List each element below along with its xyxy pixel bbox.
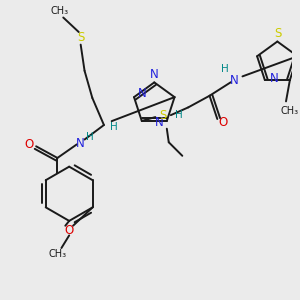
Text: N: N [230, 74, 238, 87]
Text: H: H [110, 122, 118, 132]
Text: H: H [86, 132, 94, 142]
Text: CH₃: CH₃ [281, 106, 299, 116]
Text: N: N [76, 137, 85, 150]
Text: N: N [150, 68, 159, 81]
Text: S: S [159, 109, 167, 122]
Text: H: H [221, 64, 229, 74]
Text: O: O [64, 224, 74, 237]
Text: O: O [218, 116, 228, 129]
Text: O: O [25, 138, 34, 151]
Text: N: N [270, 72, 279, 85]
Text: S: S [274, 27, 282, 40]
Text: CH₃: CH₃ [49, 249, 67, 259]
Text: CH₃: CH₃ [50, 6, 68, 16]
Text: N: N [137, 87, 146, 100]
Text: S: S [77, 31, 84, 44]
Text: H: H [175, 110, 182, 120]
Text: N: N [155, 116, 164, 129]
